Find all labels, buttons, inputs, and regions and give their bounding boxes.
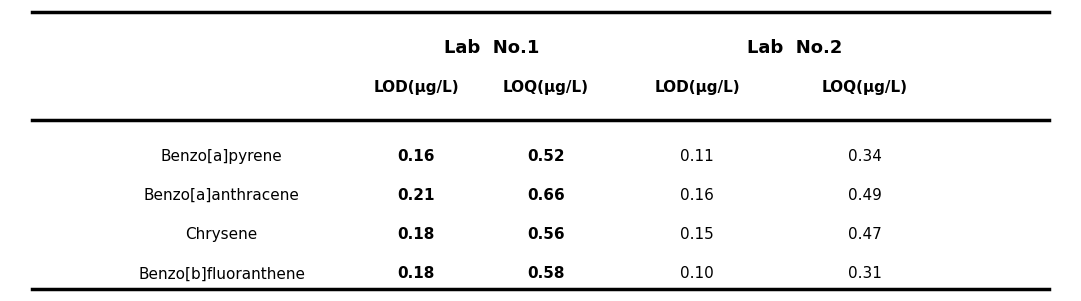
Text: 0.34: 0.34: [848, 149, 882, 164]
Text: 0.66: 0.66: [528, 188, 564, 203]
Text: 0.16: 0.16: [680, 188, 715, 203]
Text: Benzo[b]fluoranthene: Benzo[b]fluoranthene: [138, 266, 305, 281]
Text: Lab  No.1: Lab No.1: [444, 39, 539, 57]
Text: 0.18: 0.18: [398, 266, 435, 281]
Text: 0.58: 0.58: [528, 266, 564, 281]
Text: 0.52: 0.52: [528, 149, 564, 164]
Text: Benzo[a]anthracene: Benzo[a]anthracene: [144, 188, 299, 203]
Text: Benzo[a]pyrene: Benzo[a]pyrene: [161, 149, 282, 164]
Text: 0.10: 0.10: [680, 266, 715, 281]
Text: 0.11: 0.11: [680, 149, 715, 164]
Text: LOQ(μg/L): LOQ(μg/L): [822, 80, 908, 95]
Text: LOD(μg/L): LOD(μg/L): [654, 80, 740, 95]
Text: 0.18: 0.18: [398, 227, 435, 242]
Text: 0.16: 0.16: [398, 149, 435, 164]
Text: Chrysene: Chrysene: [186, 227, 257, 242]
Text: 0.21: 0.21: [398, 188, 435, 203]
Text: Lab  No.2: Lab No.2: [747, 39, 842, 57]
Text: LOQ(μg/L): LOQ(μg/L): [503, 80, 589, 95]
Text: 0.15: 0.15: [680, 227, 715, 242]
Text: 0.56: 0.56: [528, 227, 564, 242]
Text: LOD(μg/L): LOD(μg/L): [373, 80, 459, 95]
Text: 0.49: 0.49: [848, 188, 882, 203]
Text: 0.31: 0.31: [848, 266, 882, 281]
Text: 0.47: 0.47: [848, 227, 882, 242]
